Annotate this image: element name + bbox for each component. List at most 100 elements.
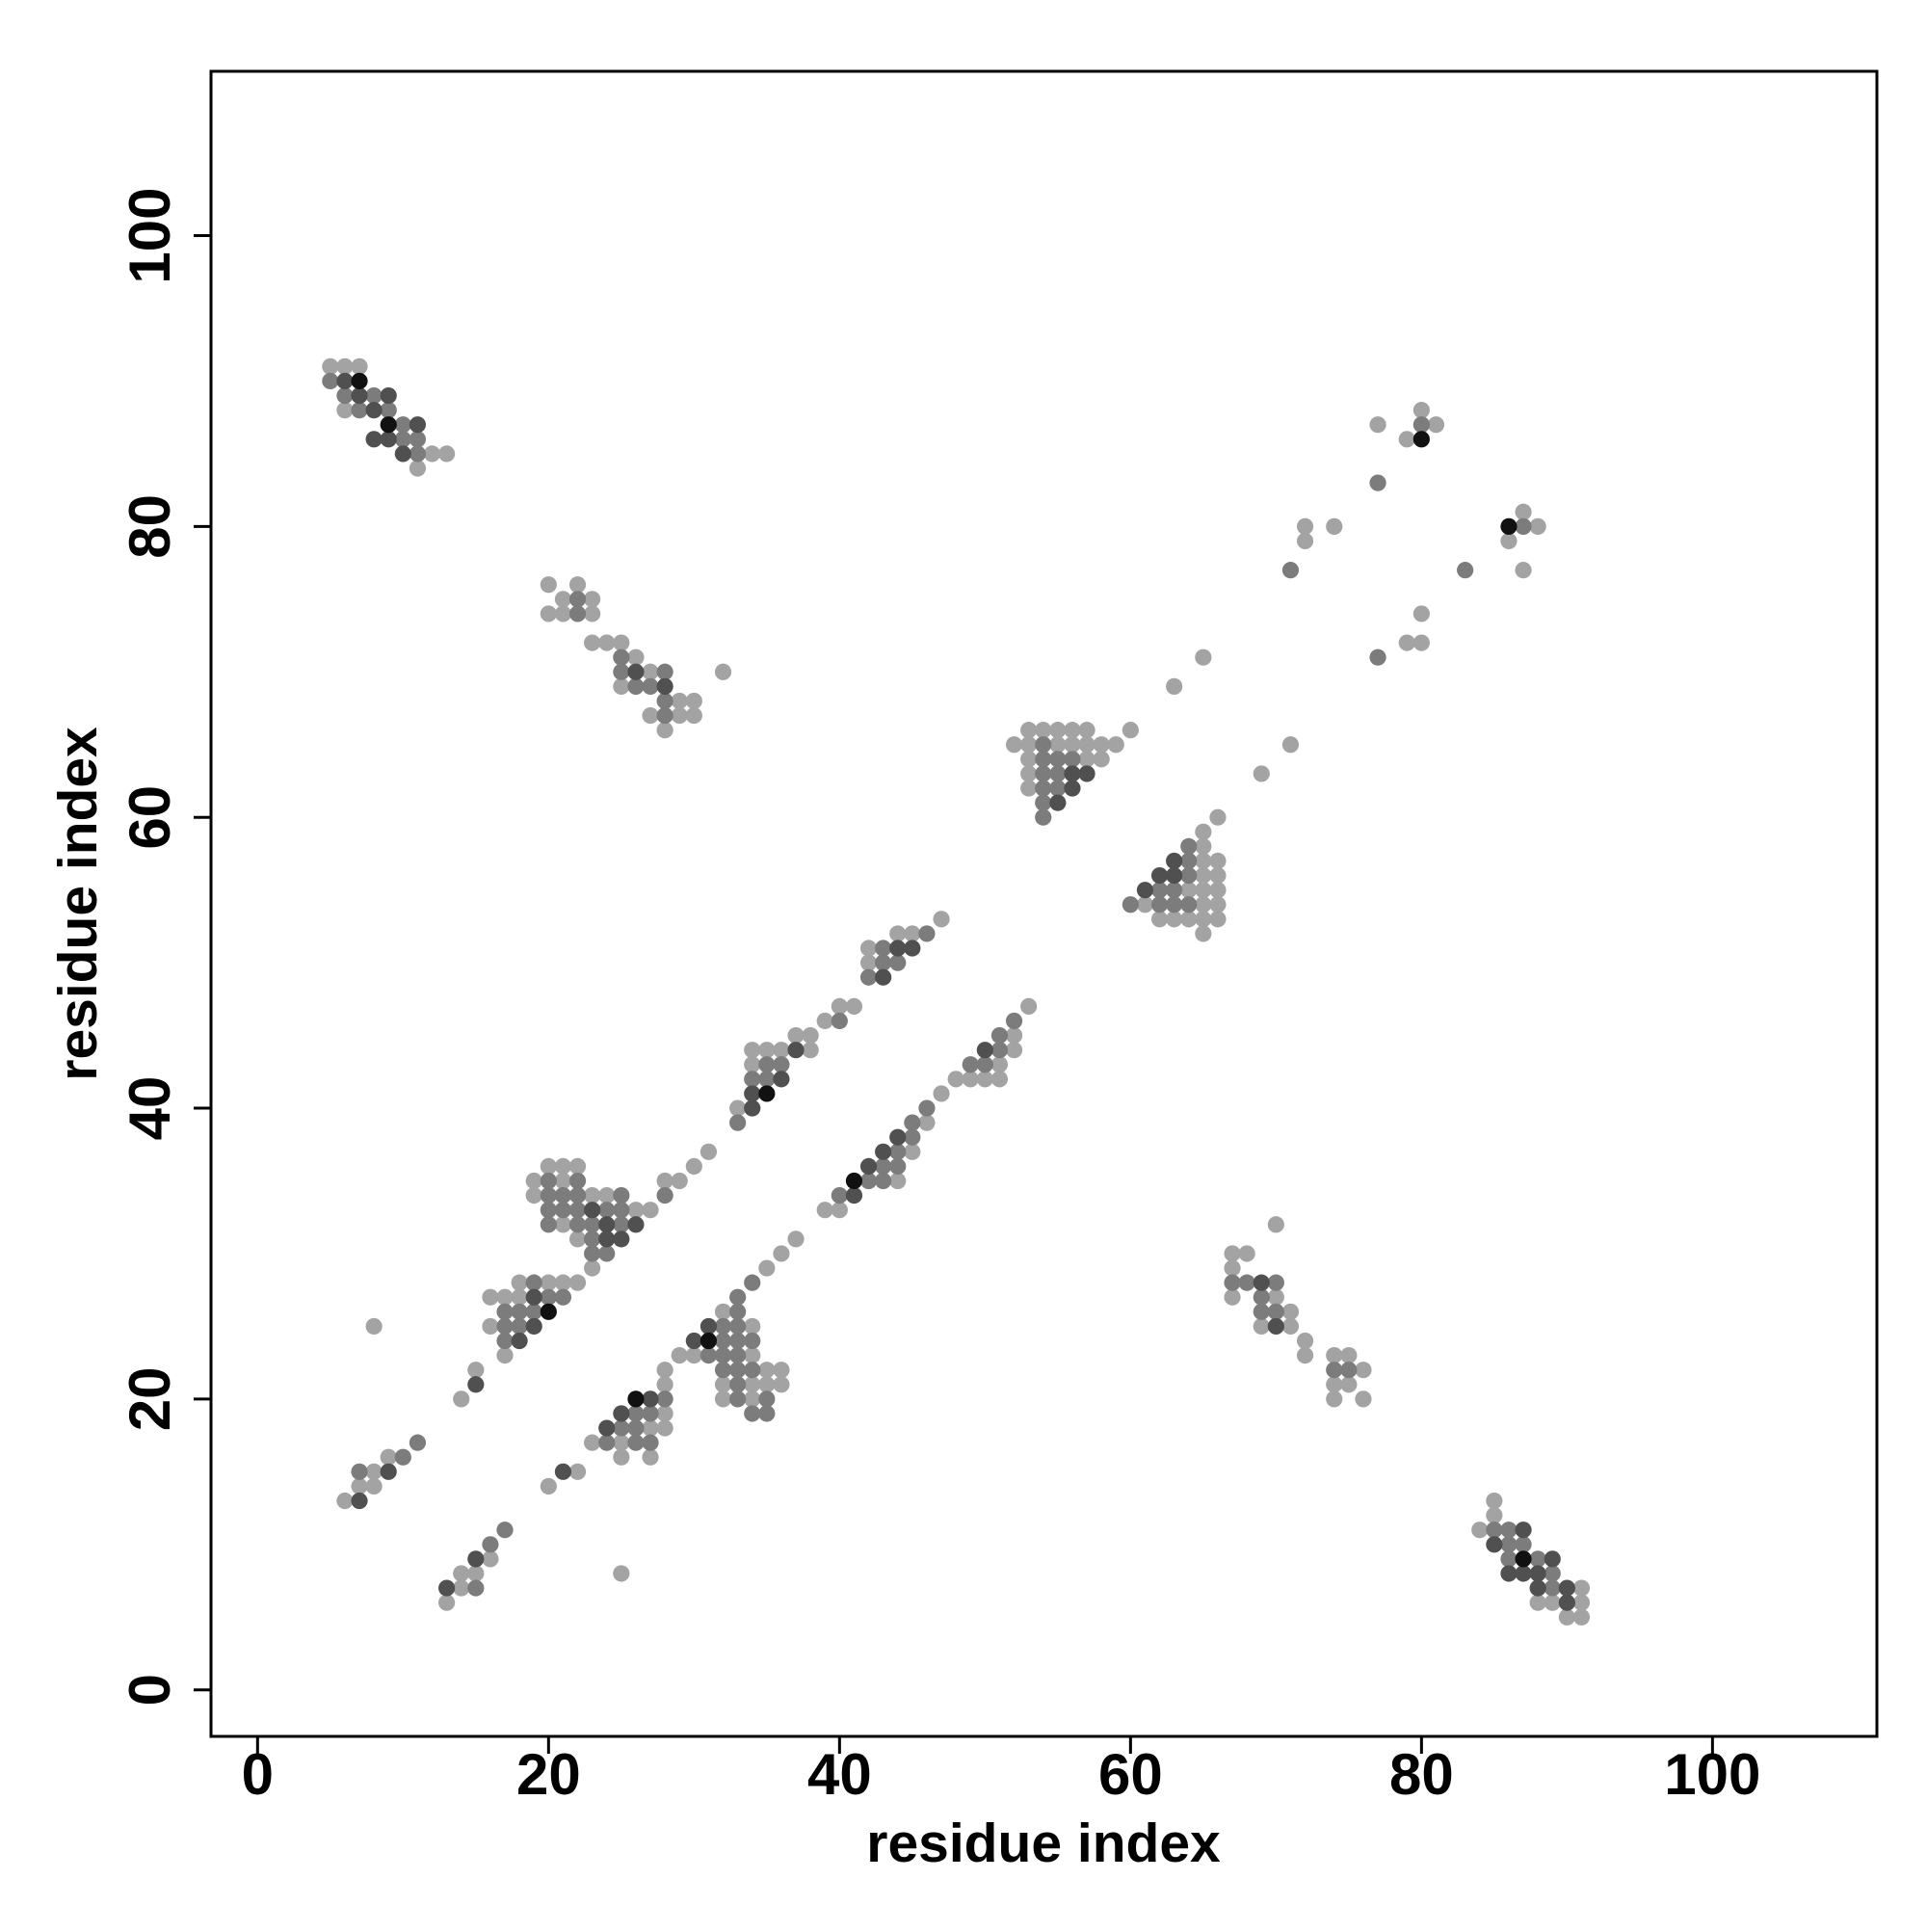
contact-point	[714, 1376, 732, 1393]
contact-point	[627, 1216, 645, 1233]
x-tick-label: 20	[516, 1742, 581, 1807]
contact-point	[1515, 1565, 1532, 1582]
contact-point	[656, 1362, 673, 1379]
contact-point	[613, 1216, 630, 1233]
contact-point	[584, 1216, 601, 1233]
x-tick-label: 40	[807, 1742, 872, 1807]
contact-point	[613, 1405, 630, 1422]
contact-point	[380, 1463, 397, 1480]
contact-point	[1369, 648, 1386, 666]
contact-point	[598, 1216, 616, 1233]
contact-point	[990, 1056, 1009, 1073]
contact-point	[1005, 1042, 1023, 1059]
contact-point	[1340, 1362, 1358, 1379]
contact-point	[816, 1012, 833, 1030]
contact-point	[1281, 1303, 1300, 1320]
contact-point	[1078, 722, 1095, 739]
contact-point	[831, 1186, 848, 1204]
contact-point	[1515, 503, 1532, 520]
contact-point	[889, 954, 907, 971]
contact-point	[729, 1332, 747, 1350]
contact-point	[744, 1362, 761, 1379]
contact-point	[859, 954, 878, 971]
contact-point	[1515, 1550, 1532, 1568]
contact-point	[1500, 517, 1518, 535]
contact-point	[1369, 416, 1386, 434]
contact-point	[1005, 736, 1023, 754]
contact-point	[584, 1202, 601, 1219]
contact-point	[1253, 1303, 1270, 1320]
contact-point	[700, 1143, 718, 1160]
contact-point	[1398, 634, 1415, 651]
contact-point	[1515, 1536, 1532, 1553]
contact-point	[568, 1202, 587, 1219]
contact-point	[831, 1202, 848, 1219]
contact-point	[758, 1056, 776, 1073]
contact-point	[642, 663, 659, 680]
contact-point	[409, 445, 427, 463]
contact-point	[889, 1128, 907, 1146]
contact-point	[1427, 416, 1445, 434]
contact-point	[394, 431, 411, 448]
contact-point	[1195, 837, 1212, 855]
contact-point	[1150, 896, 1169, 913]
contact-point	[1166, 882, 1183, 899]
y-axis-title: residue index	[47, 727, 109, 1081]
contact-point	[322, 372, 339, 390]
contact-point	[1515, 562, 1532, 579]
contact-point	[933, 911, 950, 928]
contact-point	[1369, 474, 1386, 491]
contact-point	[380, 402, 397, 419]
contact-point	[380, 386, 397, 405]
contact-point	[1078, 751, 1095, 768]
contact-point	[584, 1245, 601, 1262]
contact-point	[1035, 794, 1052, 811]
contact-point	[816, 1202, 833, 1219]
contact-point	[438, 1594, 456, 1611]
contact-point	[845, 997, 863, 1015]
contact-point	[1267, 1303, 1284, 1320]
contact-point	[1326, 517, 1343, 535]
contact-point	[1340, 1346, 1358, 1364]
contact-point	[758, 1042, 776, 1059]
contact-point	[729, 1099, 747, 1117]
contact-point	[423, 445, 441, 463]
contact-point	[904, 925, 921, 942]
contact-point	[1412, 416, 1430, 434]
contact-point	[1267, 1216, 1284, 1233]
contact-point	[656, 706, 673, 725]
contact-point	[889, 1143, 907, 1160]
contact-point	[1122, 722, 1139, 739]
contact-point	[1224, 1245, 1241, 1262]
contact-point	[1049, 765, 1067, 782]
contact-point	[1486, 1507, 1503, 1524]
contact-point	[1558, 1594, 1575, 1611]
contact-point	[729, 1376, 747, 1393]
contact-point	[773, 1042, 790, 1059]
contact-point	[714, 1362, 732, 1379]
contact-point	[1020, 736, 1038, 754]
contact-point	[365, 386, 383, 405]
contact-point	[467, 1565, 485, 1582]
contact-point	[729, 1346, 747, 1364]
contact-point	[1107, 736, 1124, 754]
contact-point	[1529, 1579, 1546, 1597]
contact-point	[1238, 1245, 1255, 1262]
contact-point	[656, 1390, 673, 1408]
contact-point	[875, 954, 892, 971]
y-tick-label: 20	[118, 1366, 182, 1431]
contact-point	[787, 1042, 805, 1059]
contact-point	[1166, 896, 1183, 913]
contact-point	[1544, 1579, 1561, 1597]
contact-point	[1195, 882, 1212, 899]
contact-point	[1064, 765, 1081, 782]
contact-point	[1020, 765, 1038, 782]
contact-point	[656, 1419, 673, 1437]
contact-point	[642, 1434, 659, 1451]
contact-point	[1180, 911, 1198, 928]
contact-point	[525, 1274, 542, 1291]
contact-point	[568, 1274, 587, 1291]
contact-point	[613, 634, 630, 651]
contact-point	[1093, 751, 1110, 768]
contact-point	[380, 416, 397, 434]
